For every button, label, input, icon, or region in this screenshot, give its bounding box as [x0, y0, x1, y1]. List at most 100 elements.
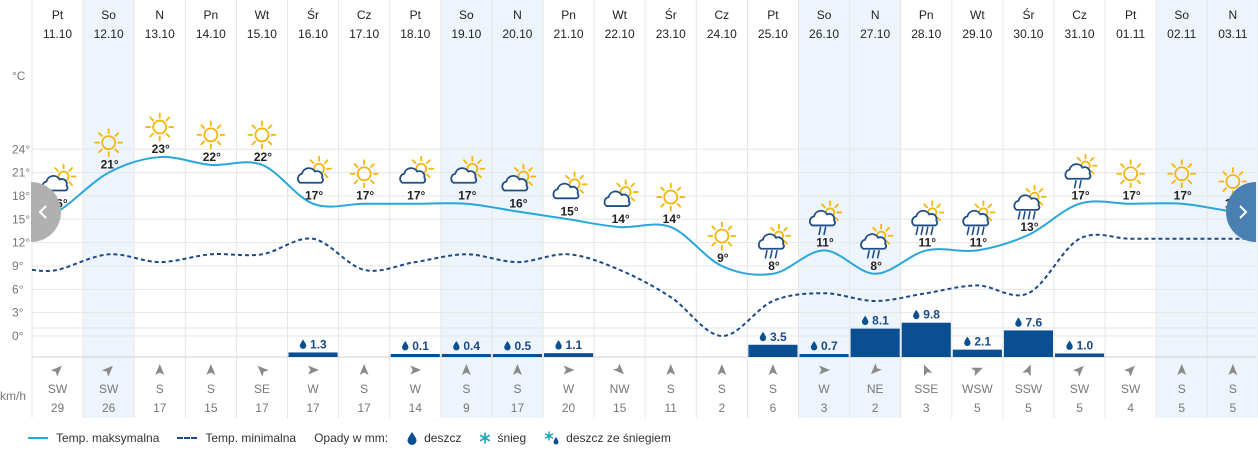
wind-speed: 3: [923, 401, 930, 415]
wind-arrow-icon: [666, 364, 676, 375]
raindrop-icon: [402, 341, 409, 351]
sun-icon: [247, 120, 277, 150]
wind-direction: SSW: [1015, 382, 1043, 396]
raindrop-icon: [555, 340, 562, 350]
precip-bar: [901, 322, 951, 357]
max-temp-label: 17°: [1123, 189, 1141, 203]
wind-speed: 14: [409, 401, 423, 415]
day-date: 25.10: [758, 27, 788, 41]
rain-streak: [1017, 211, 1021, 220]
wind-direction: SW: [1121, 382, 1141, 396]
drizzle-cloud-icon: [1064, 163, 1092, 180]
day-name: So: [1174, 8, 1189, 22]
day-date: 19.10: [451, 27, 481, 41]
wind-speed: 26: [102, 401, 116, 415]
wind-speed: 17: [255, 401, 269, 415]
y-tick-label: 24°: [12, 142, 30, 156]
nav-next-button[interactable]: [1226, 182, 1256, 242]
chevron-left-icon[interactable]: [38, 205, 47, 219]
forecast-chart: °C 0° 3° 6° 9° 12° 15° 18° 21° 24° Pt 11.10 So 12.1…: [0, 0, 1258, 418]
max-temp-label: 14°: [663, 212, 681, 226]
wind-arrow-icon: [819, 365, 831, 375]
wind-arrow-icon: [206, 364, 216, 375]
day-name: Pn: [204, 8, 219, 22]
sun-icon: [707, 221, 737, 251]
max-temp-label: 9°: [717, 251, 729, 265]
max-temp-label: 14°: [612, 212, 630, 226]
legend-max-label: Temp. maksymalna: [56, 431, 160, 445]
rain-streak: [764, 249, 768, 259]
day-date: 16.10: [298, 27, 328, 41]
day-date: 26.10: [809, 27, 839, 41]
cloud-icon: [399, 167, 427, 184]
precip-value: 2.1: [974, 335, 991, 349]
wind-arrow-icon: [1177, 364, 1187, 375]
wind-speed: 5: [1025, 401, 1032, 415]
wind-section: km/h SW29SW26S17S15SE17W17S17W14S9S17W20…: [0, 363, 1238, 415]
wind-unit: km/h: [0, 389, 26, 403]
sun-icon: [94, 128, 124, 158]
day-date: 14.10: [196, 27, 226, 41]
precip-value: 0.7: [821, 339, 838, 353]
day-date: 18.10: [400, 27, 430, 41]
rain-streak: [920, 226, 924, 236]
wind-direction: W: [410, 382, 422, 396]
precip-value: 0.1: [412, 339, 429, 353]
y-tick-label: 15°: [12, 212, 30, 226]
day-date: 03.11: [1218, 27, 1247, 41]
day-headers: Pt 11.10 So 12.10 N 13.10 Pn 14.10 Wt 15.10 Śr 16.1…: [43, 7, 1248, 41]
legend-max-temp: Temp. maksymalna: [28, 431, 159, 445]
wind-direction: S: [462, 382, 470, 396]
precip-value: 0.4: [463, 339, 480, 353]
raindrop-icon: [453, 341, 460, 351]
cloud-icon: [450, 167, 478, 184]
precip-value: 8.1: [872, 314, 889, 328]
legend-snow: śnieg: [479, 431, 526, 445]
legend-sleet: deszcz ze śniegiem: [544, 431, 671, 445]
legend-precip-heading: Opady w mm:: [314, 431, 388, 445]
rain-streak: [1078, 179, 1082, 189]
nav-prev-button[interactable]: [31, 182, 61, 242]
rain-streak: [971, 226, 975, 236]
legend: Temp. maksymalna Temp. minimalna Opady w…: [28, 428, 689, 448]
wind-arrow-icon: [512, 364, 522, 375]
sun-icon: [349, 159, 379, 189]
wind-direction: S: [1229, 382, 1237, 396]
rain-streak: [1032, 211, 1036, 220]
wind-arrow-icon: [1228, 364, 1238, 375]
sun-icon: [1167, 159, 1197, 189]
precip-bar: [952, 349, 1002, 357]
day-date: 24.10: [707, 27, 737, 41]
wind-direction: S: [1178, 382, 1186, 396]
rain-streak: [823, 226, 827, 236]
max-temp-label: 17°: [1174, 189, 1192, 203]
wind-direction: SW: [1070, 382, 1090, 396]
legend-precip-heading-label: Opady w mm:: [314, 431, 389, 445]
day-date: 29.10: [962, 27, 992, 41]
raindrop-icon: [1015, 317, 1022, 327]
day-name: Wt: [970, 8, 985, 22]
day-name: Pt: [1125, 8, 1137, 22]
wind-speed: 2: [872, 401, 879, 415]
day-date: 30.10: [1013, 27, 1043, 41]
legend-max-line: [28, 437, 48, 439]
cloud-icon: [501, 175, 529, 192]
y-tick-label: 21°: [12, 166, 30, 180]
day-date: 02.11: [1167, 27, 1196, 41]
day-date: 12.10: [94, 27, 124, 41]
nav-prev-bg[interactable]: [31, 182, 61, 242]
wind-speed: 17: [511, 401, 525, 415]
nav-next-bg[interactable]: [1226, 182, 1256, 242]
max-temp-line: [31, 155, 1257, 276]
raindrop-icon: [1066, 340, 1073, 350]
weekend-column: [798, 0, 850, 418]
wind-speed: 17: [306, 401, 320, 415]
raindrop-icon: [299, 339, 307, 349]
wind-arrow-icon: [563, 365, 575, 375]
max-temp-label: 17°: [305, 189, 323, 203]
wind-speed: 5: [1178, 401, 1185, 415]
max-temp-label: 22°: [203, 150, 221, 164]
snowflake-icon: [479, 431, 491, 445]
chevron-right-icon[interactable]: [1239, 205, 1248, 219]
day-name: Wt: [612, 8, 627, 22]
